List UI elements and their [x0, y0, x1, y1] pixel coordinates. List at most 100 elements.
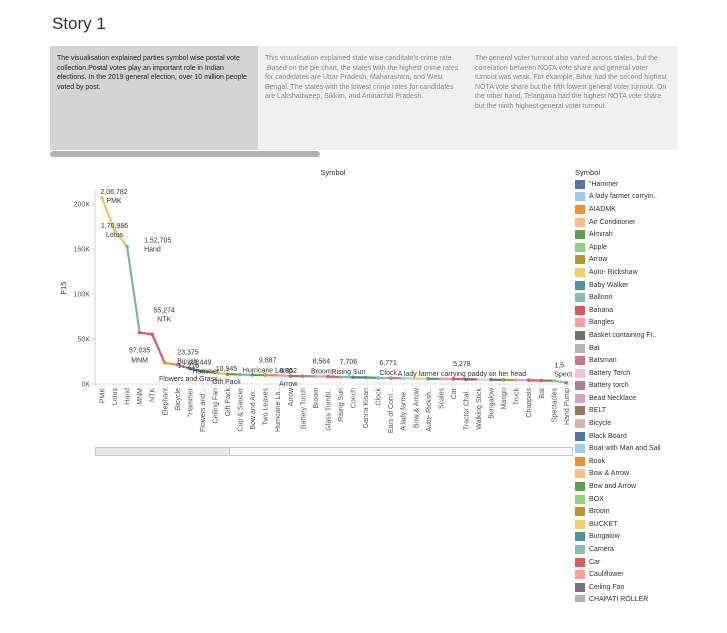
legend-swatch: [575, 444, 585, 454]
annotation-value: 21,449: [190, 360, 212, 367]
legend-item[interactable]: Bat: [575, 342, 705, 355]
data-point: [363, 375, 368, 380]
line-segment: [201, 370, 217, 374]
x-tick-label: Mango: [501, 388, 508, 410]
data-point: [451, 377, 456, 381]
legend-item[interactable]: Apple: [575, 241, 705, 254]
legend-label: Car: [589, 558, 601, 566]
data-point: [150, 332, 154, 337]
legend-label: Bicycle: [589, 420, 612, 428]
line-segment: [276, 374, 292, 378]
annotation-value: 17,216: [178, 363, 200, 370]
legend-swatch: [575, 330, 585, 340]
legend-label: Arrow: [589, 256, 608, 264]
legend-swatch: [575, 557, 585, 567]
legend-swatch: [575, 519, 585, 529]
legend-item[interactable]: Battery torch: [575, 380, 705, 393]
legend-item[interactable]: BOX: [575, 493, 705, 506]
legend-item[interactable]: BUCKET: [575, 518, 705, 531]
legend-item[interactable]: BELT: [575, 405, 705, 418]
data-point: [162, 361, 167, 365]
annotation-label: Spect: [554, 372, 572, 379]
legend-label: Air Conditioner: [589, 218, 636, 226]
data-point: [388, 376, 393, 380]
legend-item[interactable]: Car: [575, 556, 705, 569]
legend-item[interactable]: Almirah: [575, 228, 705, 241]
legend-swatch: [575, 431, 585, 441]
data-point: [338, 375, 343, 379]
legend-swatch: [575, 179, 585, 189]
data-point: [238, 372, 242, 377]
legend-swatch: [575, 343, 585, 353]
data-point: [225, 372, 230, 376]
chart-horizontal-scrollbar[interactable]: [95, 447, 573, 456]
x-tick-label: Two Leaves: [263, 388, 270, 426]
x-tick-label: Bungalow: [489, 387, 496, 419]
scrollbar-thumb[interactable]: [96, 448, 230, 455]
x-tick-label: Flowers and ..: [200, 388, 207, 432]
legend-item[interactable]: "Hammer: [575, 178, 705, 191]
legend-item[interactable]: Ceiling Fan: [575, 581, 705, 594]
data-point: [564, 380, 569, 385]
legend-item[interactable]: AIADMK: [575, 203, 705, 216]
line-segment: [552, 379, 568, 384]
x-tick-labels: PMK Lotus Hand MNM NTK Elephant Bicycle "Hammer…: [100, 387, 571, 433]
y-tick-label: 50K: [78, 337, 91, 344]
legend-label: "Hammer: [589, 180, 619, 188]
legend-item[interactable]: Battery Torch: [575, 367, 705, 380]
story-navigator: The visualisation explained parties symb…: [50, 46, 678, 150]
annotation-label: "Hammer: [190, 369, 220, 376]
legend-label: Batsman: [589, 357, 617, 365]
legend-item[interactable]: Bow & Arrow: [575, 468, 705, 481]
x-tick-label: Gift Pack: [225, 388, 232, 417]
annotation-label: Lotus: [106, 232, 124, 239]
legend-item[interactable]: Banana: [575, 304, 705, 317]
legend-item[interactable]: Bungalow: [575, 531, 705, 544]
x-tick-label: Arrow: [288, 387, 295, 406]
legend-item[interactable]: Baby Walker: [575, 279, 705, 292]
legend-item[interactable]: Auto- Rickshaw: [575, 266, 705, 279]
annotation-label: Hurricane Lamp: [243, 367, 293, 374]
data-point: [476, 377, 481, 382]
story-scrollbar[interactable]: [50, 151, 320, 157]
x-tick-label: Car: [451, 387, 458, 399]
legend-item[interactable]: Batsman: [575, 354, 705, 367]
legend-item[interactable]: Air Conditioner: [575, 216, 705, 229]
x-tick-label: Hurricane La..: [275, 388, 282, 432]
story-point-2[interactable]: This visualisation explained state wise …: [265, 55, 459, 101]
legend-item[interactable]: Bow and Arrow: [575, 480, 705, 493]
legend-label: Auto- Rickshaw: [589, 268, 638, 276]
legend-swatch: [575, 293, 585, 303]
legend-label: Balloon: [589, 294, 613, 302]
story-point-1[interactable]: The visualisation explained parties symb…: [50, 46, 258, 150]
x-tick-label: Scales: [438, 388, 445, 410]
legend-item[interactable]: Bead Necklace: [575, 392, 705, 405]
data-point: [288, 374, 293, 378]
legend-label: Battery torch: [589, 382, 629, 390]
legend-item[interactable]: Bicycle: [575, 417, 705, 430]
data-points: [100, 196, 569, 385]
legend-item[interactable]: Camera: [575, 543, 705, 556]
data-point: [112, 228, 117, 232]
legend-item[interactable]: Bangles: [575, 317, 705, 330]
legend-label: Boat with Man and Sail: [589, 445, 661, 453]
legend-item[interactable]: Balloon: [575, 291, 705, 304]
legend-item[interactable]: Arrow: [575, 254, 705, 267]
legend-item[interactable]: Black Board: [575, 430, 705, 443]
legend-item[interactable]: Cauliflower: [575, 568, 705, 581]
legend-item[interactable]: Broom: [575, 505, 705, 518]
legend-swatch: [575, 507, 585, 517]
annotation-value: 23,375: [177, 350, 199, 357]
legend-item[interactable]: CHAPATI ROLLER: [575, 594, 705, 602]
legend-item[interactable]: Book: [575, 455, 705, 468]
legend-swatch: [575, 280, 585, 290]
x-tick-label: MNM: [137, 388, 144, 405]
legend-item[interactable]: Basket containing Fr..: [575, 329, 705, 342]
legend-item[interactable]: Boat with Man and Sail: [575, 442, 705, 455]
story-point-3[interactable]: The general voter turnout also varied ac…: [475, 55, 667, 110]
legend-item[interactable]: A lady farmer carryin..: [575, 191, 705, 204]
legend-label: Cauliflower: [589, 571, 624, 579]
x-tick-label: Spectacles: [551, 388, 558, 423]
x-tick-label: Bicycle: [175, 388, 182, 410]
data-point: [263, 373, 267, 377]
